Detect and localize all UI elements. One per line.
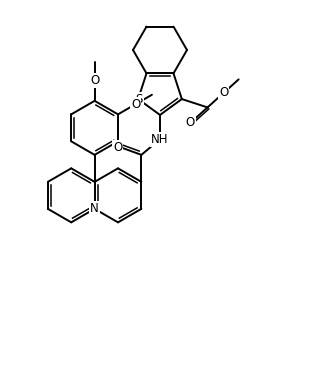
Text: N: N bbox=[90, 202, 99, 215]
Text: NH: NH bbox=[151, 133, 169, 146]
Text: O: O bbox=[90, 74, 99, 87]
Text: S: S bbox=[135, 93, 143, 106]
Text: O: O bbox=[113, 141, 123, 154]
Text: O: O bbox=[186, 116, 195, 129]
Text: O: O bbox=[131, 98, 140, 111]
Text: O: O bbox=[219, 87, 228, 100]
